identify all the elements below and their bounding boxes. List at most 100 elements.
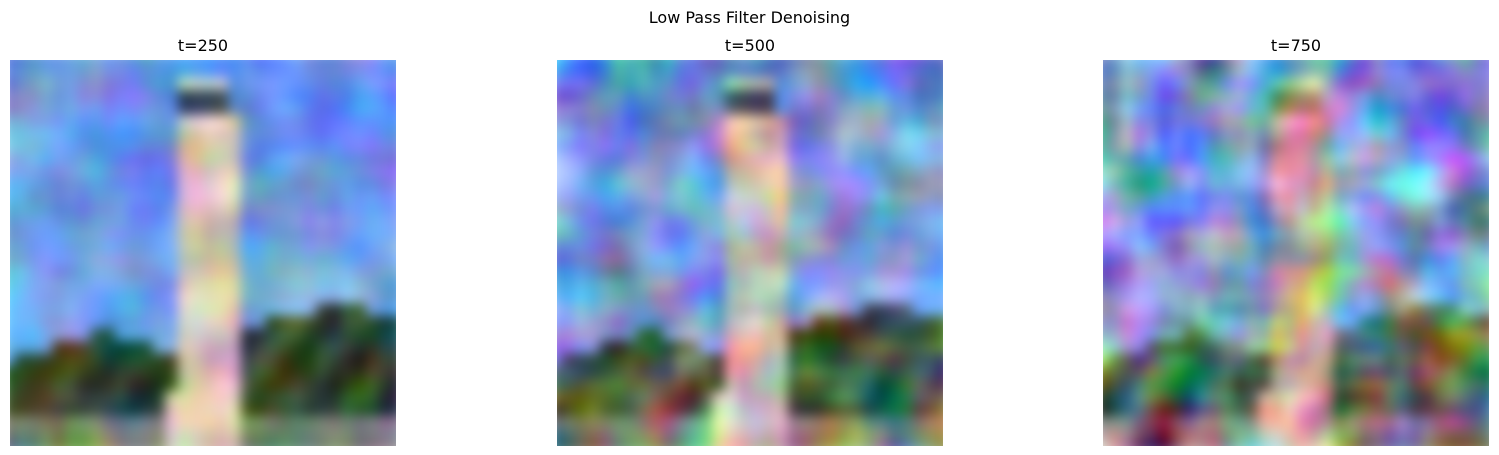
image-pixel: [190, 353, 203, 366]
image-pixel: [650, 366, 663, 379]
image-pixel: [1120, 366, 1133, 379]
image-pixel: [1359, 253, 1372, 266]
image-pixel: [1208, 441, 1221, 446]
image-pixel: [675, 378, 688, 391]
image-pixel: [1145, 228, 1158, 241]
image-pixel: [637, 328, 650, 341]
image-pixel: [662, 90, 675, 103]
image-pixel: [190, 90, 203, 103]
image-pixel: [813, 253, 826, 266]
image-pixel: [291, 353, 304, 366]
image-pixel: [228, 303, 241, 316]
image-pixel: [1283, 240, 1296, 253]
image-pixel: [115, 90, 128, 103]
image-pixel: [650, 391, 663, 404]
image-pixel: [888, 228, 901, 241]
image-pixel: [1108, 128, 1121, 141]
image-pixel: [1346, 153, 1359, 166]
image-pixel: [1258, 77, 1271, 90]
image-pixel: [1258, 353, 1271, 366]
image-pixel: [90, 215, 103, 228]
image-pixel: [140, 102, 153, 115]
image-pixel: [1221, 203, 1234, 216]
image-pixel: [241, 366, 254, 379]
image-pixel: [687, 203, 700, 216]
image-pixel: [1346, 441, 1359, 446]
image-pixel: [1459, 140, 1472, 153]
image-pixel: [788, 153, 801, 166]
image-pixel: [316, 115, 329, 128]
image-pixel: [1208, 228, 1221, 241]
image-pixel: [675, 65, 688, 78]
image-pixel: [52, 215, 65, 228]
image-pixel: [1246, 240, 1259, 253]
image-pixel: [1120, 115, 1133, 128]
image-pixel: [10, 366, 15, 379]
image-pixel: [341, 240, 354, 253]
image-pixel: [1472, 140, 1485, 153]
image-pixel: [1472, 128, 1485, 141]
image-pixel: [391, 90, 396, 103]
image-pixel: [1183, 90, 1196, 103]
image-pixel: [1145, 404, 1158, 417]
image-pixel: [587, 115, 600, 128]
image-pixel: [775, 316, 788, 329]
image-pixel: [612, 291, 625, 304]
image-pixel: [379, 404, 392, 417]
image-pixel: [637, 266, 650, 279]
image-pixel: [838, 303, 851, 316]
image-pixel: [712, 90, 725, 103]
image-pixel: [574, 140, 587, 153]
image-pixel: [1271, 366, 1284, 379]
image-pixel: [1409, 128, 1422, 141]
image-pixel: [750, 153, 763, 166]
image-pixel: [303, 266, 316, 279]
image-pixel: [178, 128, 191, 141]
image-pixel: [253, 366, 266, 379]
image-pixel: [788, 102, 801, 115]
image-pixel: [687, 102, 700, 115]
image-pixel: [178, 215, 191, 228]
image-pixel: [788, 441, 801, 446]
image-pixel: [103, 378, 116, 391]
image-pixel: [10, 203, 15, 216]
image-pixel: [52, 165, 65, 178]
image-pixel: [725, 429, 738, 442]
image-pixel: [1233, 228, 1246, 241]
image-pixel: [725, 65, 738, 78]
image-pixel: [1421, 366, 1434, 379]
image-pixel: [354, 140, 367, 153]
image-pixel: [901, 128, 914, 141]
image-pixel: [1409, 102, 1422, 115]
image-pixel: [1246, 190, 1259, 203]
image-pixel: [662, 102, 675, 115]
image-pixel: [687, 416, 700, 429]
image-pixel: [1472, 366, 1485, 379]
image-pixel: [1258, 278, 1271, 291]
image-pixel: [637, 291, 650, 304]
image-pixel: [1283, 416, 1296, 429]
image-pixel: [1434, 404, 1447, 417]
image-pixel: [1296, 90, 1309, 103]
image-pixel: [1258, 65, 1271, 78]
image-pixel: [926, 378, 939, 391]
image-pixel: [1133, 404, 1146, 417]
image-pixel: [775, 203, 788, 216]
image-pixel: [1120, 291, 1133, 304]
image-pixel: [115, 391, 128, 404]
image-pixel: [612, 416, 625, 429]
image-pixel: [1396, 203, 1409, 216]
image-pixel: [625, 60, 638, 65]
image-pixel: [712, 278, 725, 291]
image-pixel: [1233, 203, 1246, 216]
image-pixel: [775, 153, 788, 166]
image-pixel: [291, 153, 304, 166]
image-pixel: [341, 278, 354, 291]
image-pixel: [153, 266, 166, 279]
image-pixel: [625, 404, 638, 417]
image-pixel: [1196, 65, 1209, 78]
image-pixel: [216, 215, 229, 228]
image-pixel: [366, 77, 379, 90]
image-pixel: [1434, 328, 1447, 341]
image-pixel: [366, 253, 379, 266]
